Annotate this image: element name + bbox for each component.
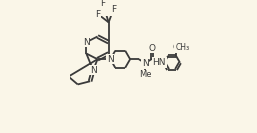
Text: F: F	[96, 10, 101, 19]
Text: F: F	[111, 5, 116, 14]
Text: CH₃: CH₃	[176, 43, 190, 52]
Text: F: F	[100, 0, 105, 8]
Text: O: O	[172, 43, 180, 52]
Text: —: —	[175, 43, 184, 52]
Text: HN: HN	[152, 58, 166, 67]
Text: N: N	[90, 66, 97, 75]
Text: Me: Me	[139, 70, 152, 79]
Text: N: N	[107, 55, 114, 64]
Text: N: N	[142, 59, 149, 68]
Text: O: O	[149, 44, 156, 53]
Text: N: N	[83, 38, 90, 47]
